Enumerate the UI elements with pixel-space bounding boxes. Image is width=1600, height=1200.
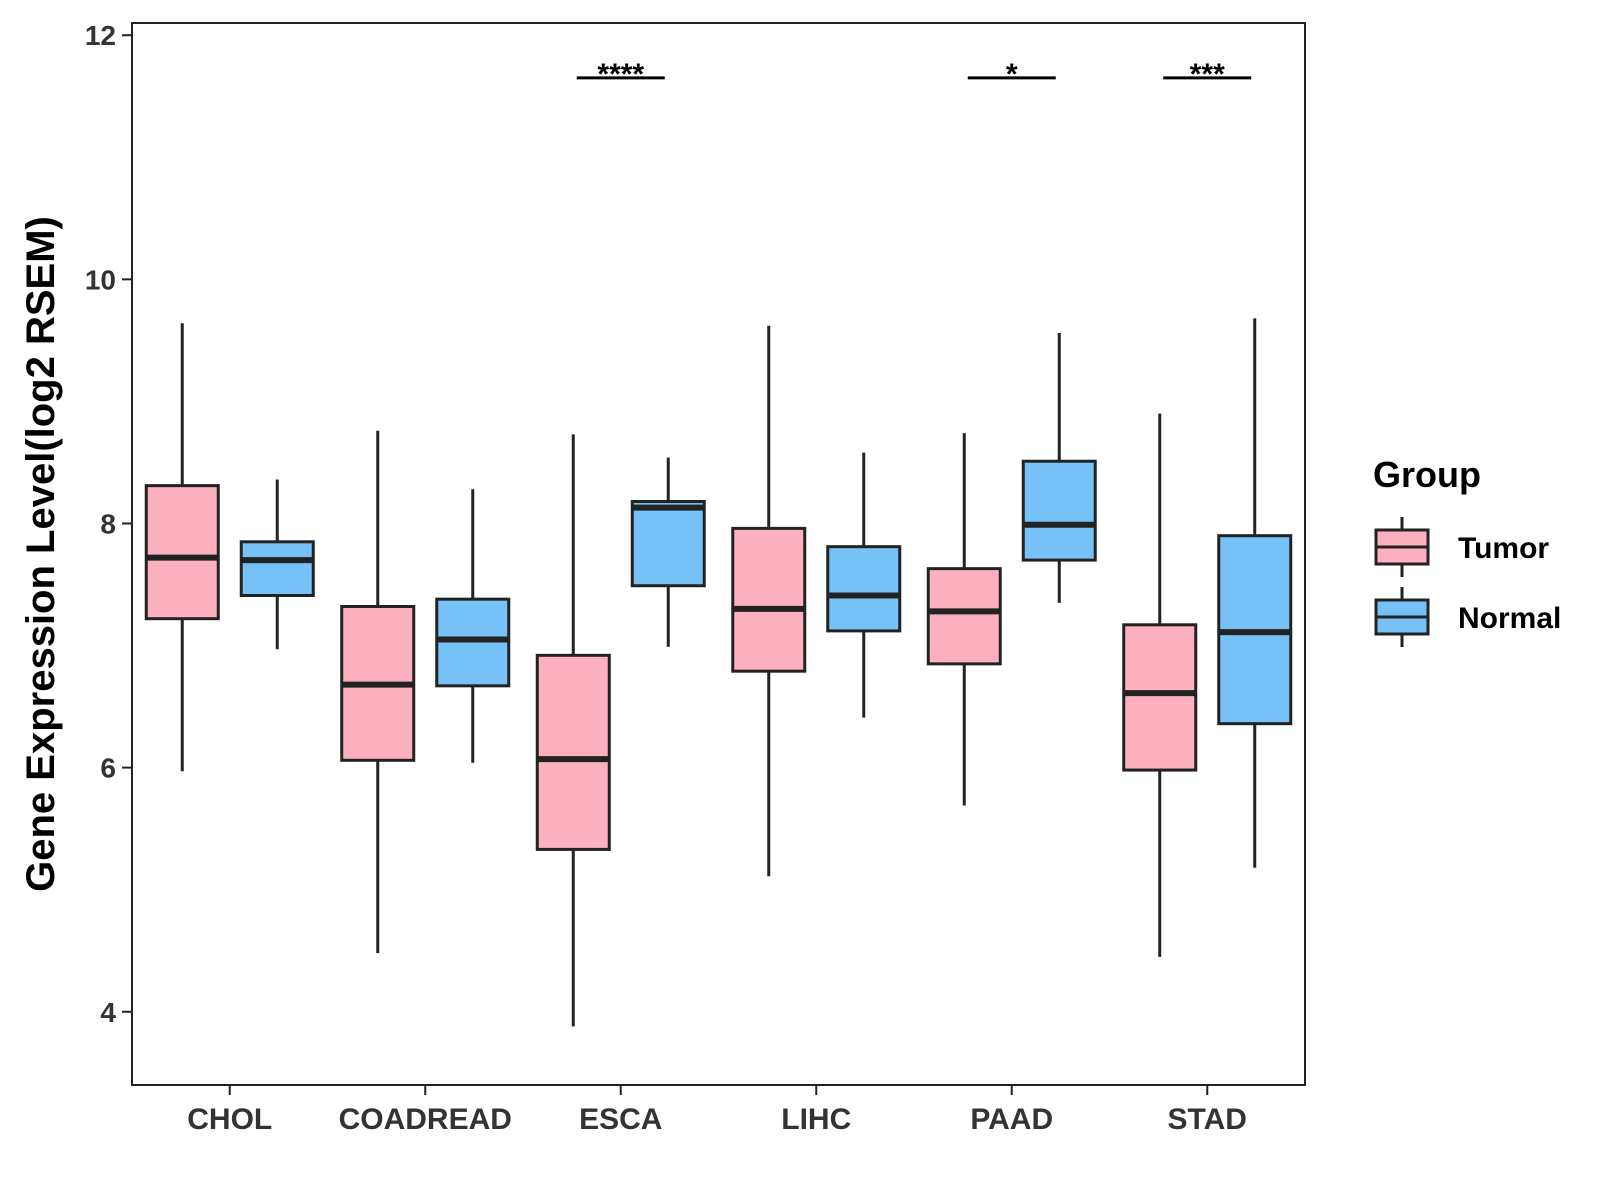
y-tick-label: 10 bbox=[85, 264, 116, 295]
box-body bbox=[435, 597, 511, 688]
legend-title: Group bbox=[1373, 454, 1481, 495]
legend-label: Normal bbox=[1458, 602, 1561, 635]
x-axis: CHOL COADREAD ESCA LIHC PAAD STAD bbox=[187, 1085, 1247, 1136]
box-body bbox=[731, 526, 807, 673]
box-body bbox=[144, 484, 220, 621]
y-tick-label: 12 bbox=[85, 20, 116, 51]
box-body bbox=[630, 500, 706, 588]
x-tick-label: ESCA bbox=[579, 1103, 662, 1136]
significance-label: * bbox=[1006, 58, 1018, 91]
legend-entry-normal: Normal bbox=[1374, 587, 1561, 647]
box-body bbox=[826, 545, 902, 633]
significance-annotations: **** * *** bbox=[576, 58, 1252, 91]
x-tick-label: LIHC bbox=[781, 1103, 851, 1136]
box-normal-paad bbox=[1021, 333, 1097, 603]
y-axis: 4 6 8 10 12 bbox=[85, 20, 132, 1028]
box-normal-chol bbox=[239, 479, 315, 650]
plot-panel-border bbox=[131, 22, 1306, 1086]
box-body bbox=[239, 540, 315, 598]
box-tumor-stad bbox=[1122, 413, 1198, 957]
box-tumor-chol bbox=[144, 323, 220, 772]
box-body bbox=[1122, 623, 1198, 772]
box-normal-esca bbox=[630, 457, 706, 647]
y-tick-label: 8 bbox=[100, 508, 116, 539]
y-axis-title: Gene Expression Level(log2 RSEM) bbox=[19, 216, 63, 892]
box-series bbox=[144, 318, 1293, 1027]
x-tick-label: STAD bbox=[1168, 1103, 1247, 1136]
box-tumor-paad bbox=[926, 433, 1002, 806]
legend-entry-tumor: Tumor bbox=[1374, 517, 1549, 577]
significance-label: **** bbox=[597, 58, 644, 91]
box-normal-coadread bbox=[435, 489, 511, 763]
box-body bbox=[535, 653, 611, 851]
box-tumor-coadread bbox=[340, 430, 416, 954]
x-tick-label: COADREAD bbox=[339, 1103, 512, 1136]
x-tick-label: CHOL bbox=[187, 1103, 272, 1136]
box-tumor-esca bbox=[535, 434, 611, 1027]
box-normal-stad bbox=[1217, 318, 1293, 868]
y-tick-label: 6 bbox=[100, 753, 116, 784]
box-tumor-lihc bbox=[731, 325, 807, 877]
box-body bbox=[1021, 459, 1097, 562]
x-tick-label: PAAD bbox=[970, 1103, 1053, 1136]
significance-label: *** bbox=[1190, 58, 1225, 91]
legend-entries: Tumor Normal bbox=[1374, 517, 1561, 647]
box-body bbox=[926, 567, 1002, 666]
y-tick-label: 4 bbox=[100, 997, 116, 1028]
box-normal-lihc bbox=[826, 452, 902, 718]
legend: Group Tumor Normal bbox=[1373, 454, 1561, 647]
legend-label: Tumor bbox=[1458, 532, 1549, 565]
